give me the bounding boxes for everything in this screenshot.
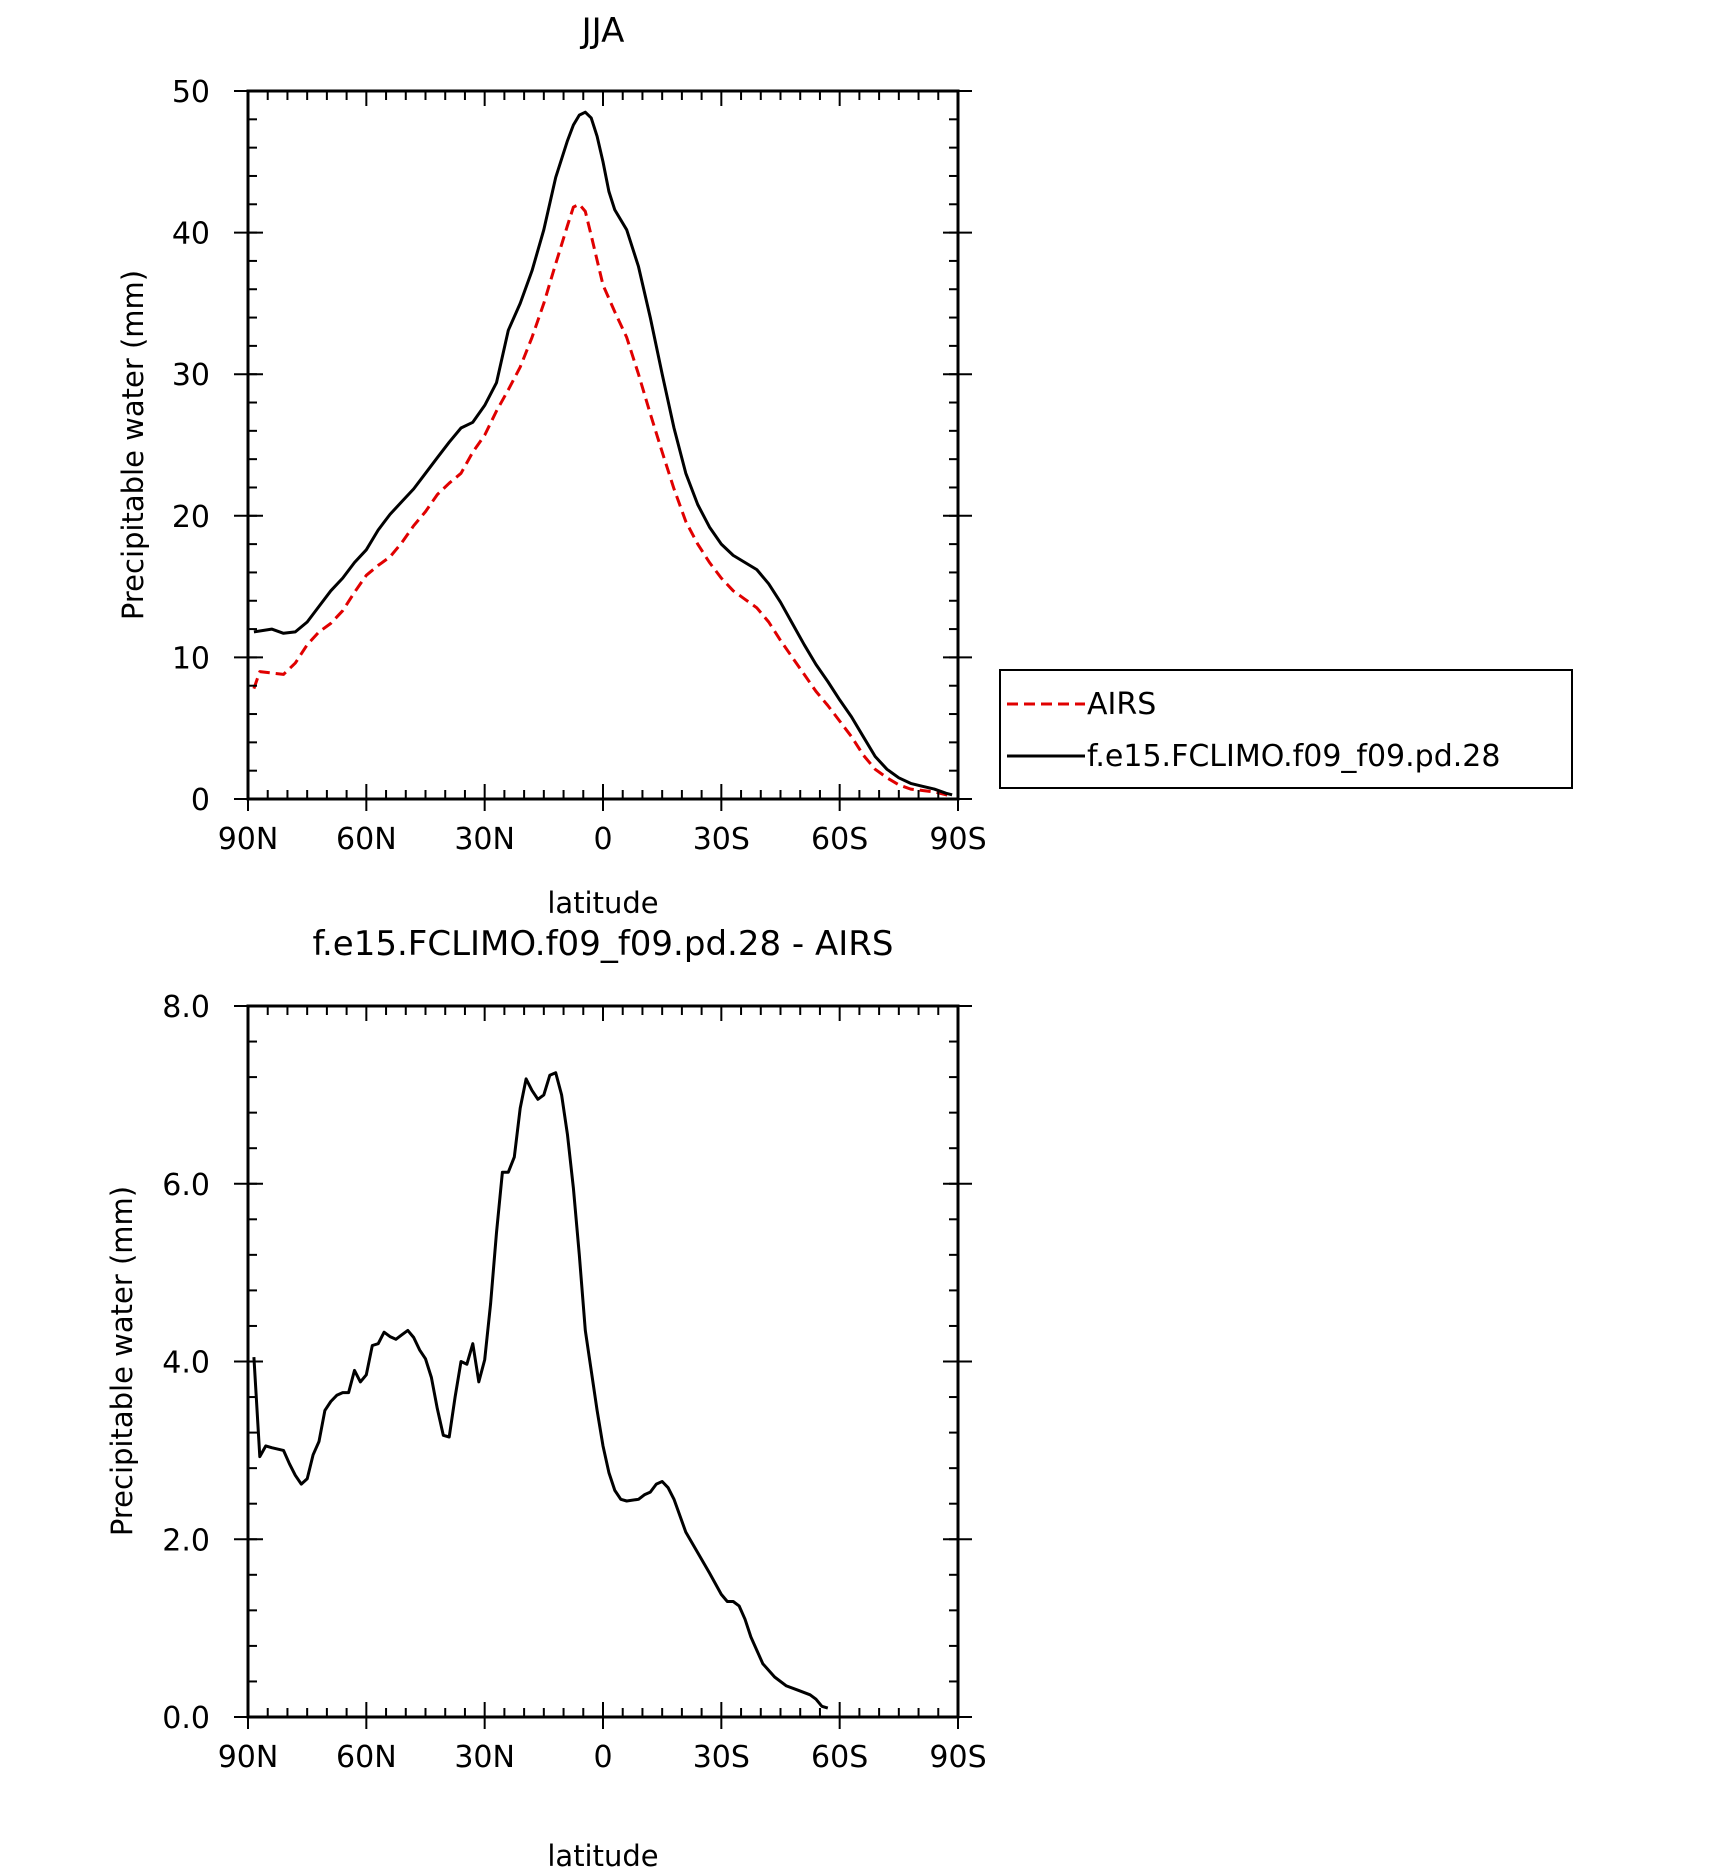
top-x-tick-label: 90N — [218, 822, 279, 857]
top-series-line-1 — [253, 110, 953, 797]
top-plot-frame — [246, 89, 960, 801]
bottom-y-tick-label: 8.0 — [162, 990, 210, 1025]
top-chart-title: JJA — [580, 11, 625, 51]
top-x-tick-label: 0 — [593, 822, 612, 857]
panel-bottom: f.e15.FCLIMO.f09_f09.pd.28 - AIRS 90N 60N… — [105, 924, 987, 1872]
bottom-x-tick-label: 90N — [218, 1740, 279, 1775]
top-x-tick-label: 60S — [811, 822, 868, 857]
panel-top: JJA 90N 60N 30N 0 30S 60S 90S 0 10 20 30 40 50 latit… — [116, 11, 1573, 920]
bottom-y-axis-label: Precipitable water (mm) — [105, 1186, 139, 1536]
bottom-y-tick-label: 2.0 — [162, 1523, 210, 1558]
bottom-y-tick-label: 4.0 — [162, 1346, 210, 1381]
bottom-x-tick-label: 30S — [693, 1740, 750, 1775]
top-x-axis-label: latitude — [547, 886, 658, 920]
bottom-x-tick-label: 30N — [454, 1740, 515, 1775]
top-y-tick-label: 20 — [172, 500, 210, 535]
top-y-tick-label: 10 — [172, 641, 210, 676]
legend-label-airs: AIRS — [1087, 687, 1156, 722]
top-y-axis-label: Precipitable water (mm) — [116, 270, 150, 620]
legend-box — [999, 669, 1573, 789]
bottom-x-tick-label: 60S — [811, 1740, 868, 1775]
top-x-tick-label: 60N — [336, 822, 397, 857]
bottom-chart-title: f.e15.FCLIMO.f09_f09.pd.28 - AIRS — [313, 924, 894, 964]
legend: AIRS f.e15.FCLIMO.f09_f09.pd.28 — [999, 669, 1573, 789]
bottom-plot-frame — [246, 1004, 960, 1719]
bottom-x-tick-label: 60N — [336, 1740, 397, 1775]
top-x-tick-label: 30S — [693, 822, 750, 857]
bottom-x-tick-label: 90S — [929, 1740, 986, 1775]
bottom-series-line-0 — [252, 1071, 829, 1710]
top-series-line-0 — [252, 202, 953, 798]
top-y-tick-label: 30 — [172, 358, 210, 393]
bottom-x-tick-label: 0 — [593, 1740, 612, 1775]
bottom-y-tick-label: 6.0 — [162, 1168, 210, 1203]
top-x-tick-label: 30N — [454, 822, 515, 857]
legend-label-model: f.e15.FCLIMO.f09_f09.pd.28 — [1087, 739, 1500, 774]
top-y-tick-label: 0 — [191, 783, 210, 818]
top-y-tick-label: 40 — [172, 217, 210, 252]
top-y-tick-label: 50 — [172, 75, 210, 110]
bottom-x-axis-label: latitude — [547, 1839, 658, 1872]
top-x-tick-label: 90S — [929, 822, 986, 857]
bottom-y-tick-label: 0.0 — [162, 1701, 210, 1736]
